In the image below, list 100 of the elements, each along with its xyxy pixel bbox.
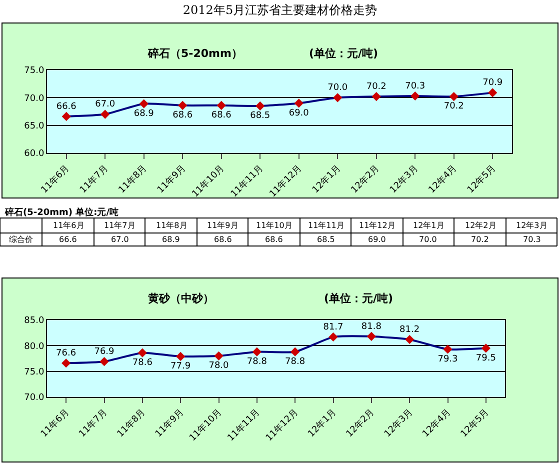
data-label: 70.2 [366,82,386,92]
category-label: 11年12月 [359,221,396,230]
point [449,92,458,102]
data-label: 68.6 [265,235,283,244]
point [410,91,420,101]
point [139,99,148,108]
x-tick-label: 11年9月 [155,162,188,196]
x-tick-label: 11年9月 [153,406,186,440]
x-tick-label: 11年7月 [78,162,110,196]
y-tick-label: 85.0 [24,316,44,326]
data-label: 70.3 [405,81,426,92]
chart-title: 黄砂（中砂） [147,292,214,305]
category-label: 12年3月 [516,221,548,230]
y-tick-label: 70.0 [24,393,44,404]
x-tick-label: 12年5月 [465,162,498,196]
y-tick-label: 75.0 [24,66,44,76]
point [366,332,376,341]
chart-title: 2012年5月江苏省主要建材价格走势 [182,3,378,18]
point [405,334,414,344]
point [488,88,498,98]
data-label: 81.2 [400,324,420,335]
x-tick-label: 12年1月 [310,162,343,196]
x-tick-label: 12年2月 [344,406,377,440]
point [216,100,226,110]
x-tick-label: 12年1月 [306,406,339,440]
data-label: 68.9 [134,108,154,119]
data-label: 70.0 [328,83,348,94]
data-label: 68.6 [214,235,232,244]
point [176,352,186,361]
x-tick-label: 12年2月 [349,162,382,196]
text: 综合价 [9,235,33,244]
y-tick-label: 65.0 [24,121,44,132]
point [62,112,71,122]
x-tick-label: 11年12月 [267,162,304,200]
data-label: 70.0 [419,235,437,244]
y-tick-label: 70.0 [24,94,44,104]
data-label: 68.6 [172,110,193,121]
point [252,347,262,356]
data-label: 79.3 [438,354,458,364]
data-label: 70.9 [482,78,503,88]
data-label: 76.6 [56,348,76,358]
point [62,358,71,368]
category-label: 11年8月 [156,221,188,230]
data-label: 78.8 [285,356,306,367]
data-label: 70.2 [471,235,489,244]
point [100,110,110,119]
data-label: 77.9 [170,362,191,372]
text: (单位：元/吨) [309,47,378,60]
point [138,348,147,358]
x-tick-label: 11年11月 [228,162,266,200]
point [294,98,304,108]
point [256,101,265,111]
data-label: 81.7 [323,322,344,332]
data-label: 67.0 [95,100,116,110]
data-label: 68.6 [211,110,232,121]
data-label: 70.3 [523,235,541,244]
x-tick-label: 11年8月 [116,162,150,196]
data-label: 70.2 [444,102,464,112]
text: 碎石(5-20mm) 单位:元/吨 [4,207,119,218]
x-tick-label: 12年5月 [458,406,492,440]
point [214,351,224,360]
category-label: 11年9月 [207,221,238,230]
data-label: 78.8 [246,356,268,367]
y-tick-label: 80.0 [24,342,44,352]
x-tick-label: 12年3月 [388,162,420,196]
category-label: 11年7月 [104,221,136,230]
point [290,347,300,356]
chart-subtitle: 碎石（5-20mm） [147,47,242,60]
point [443,344,452,354]
x-tick-label: 11年10月 [190,162,227,200]
y-tick-label: 75.0 [24,367,44,378]
data-label: 79.5 [476,353,496,364]
x-tick-label: 11年11月 [226,406,262,444]
category-label: 11年10月 [256,221,292,230]
data-label: 76.9 [94,346,115,357]
point [100,357,109,366]
data-label: 68.5 [317,235,335,244]
point [333,93,342,102]
x-tick-label: 11年8月 [115,406,148,440]
x-tick-label: 12年3月 [382,406,415,440]
x-tick-label: 12年4月 [426,162,460,196]
data-label: 66.6 [56,102,77,112]
data-label: 81.8 [361,322,382,332]
data-label: 68.5 [250,111,270,122]
category-label: 12年1月 [413,221,444,230]
x-tick-label: 12年4月 [420,406,454,440]
data-label: 68.9 [162,235,180,244]
x-tick-label: 11年6月 [39,162,72,196]
x-tick-label: 11年7月 [76,406,110,440]
point [328,332,338,342]
y-tick-label: 60.0 [24,149,44,160]
point [178,100,188,110]
text: (单位：元/吨) [324,292,394,305]
x-tick-label: 11年12月 [264,406,300,444]
data-label: 78.0 [208,361,230,372]
data-label: 69.0 [368,235,386,244]
data-label: 66.6 [59,235,77,244]
point [481,344,490,353]
category-label: 11年6月 [53,221,84,230]
data-label: 78.6 [132,358,153,368]
